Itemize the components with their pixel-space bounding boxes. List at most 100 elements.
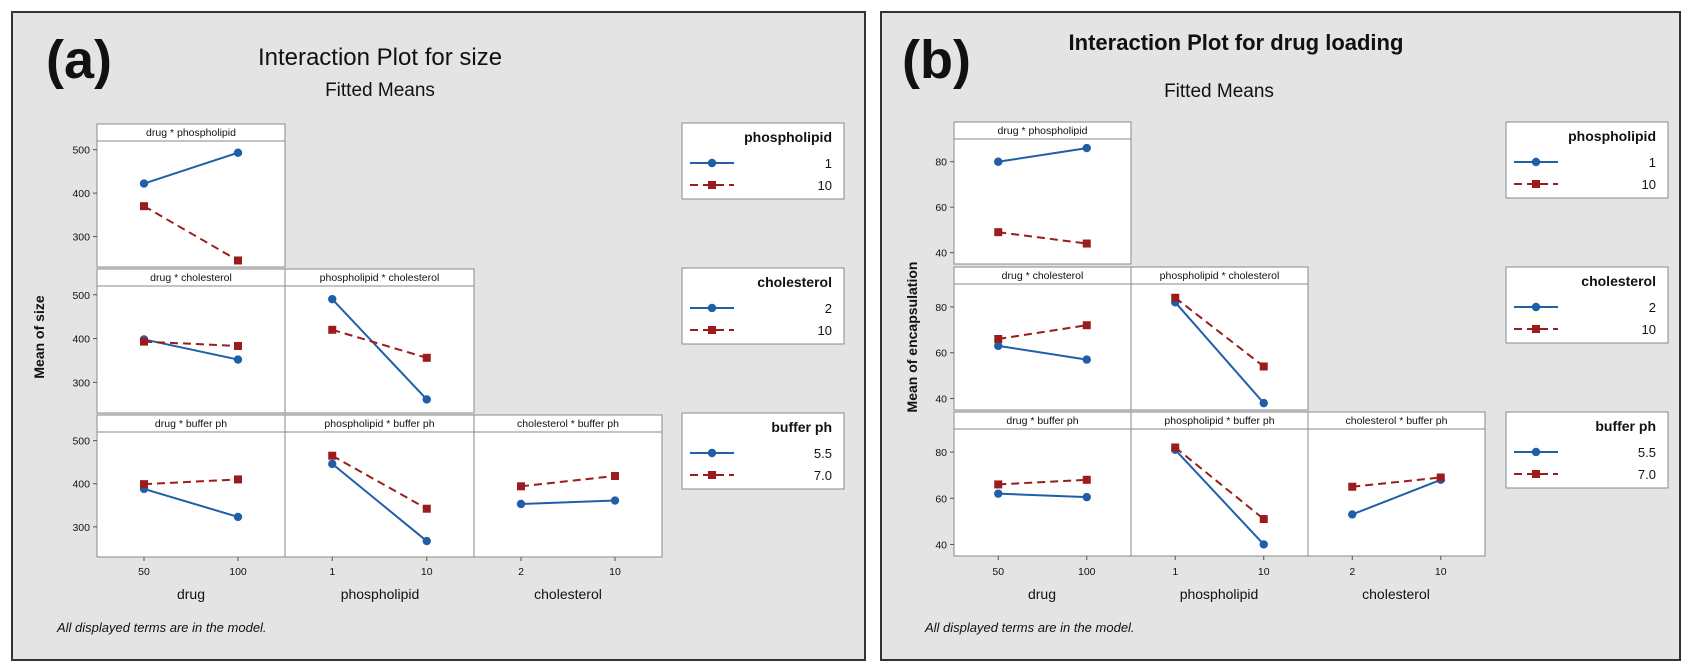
y-tick-label: 80 xyxy=(935,447,947,459)
series-point-2 xyxy=(422,504,431,513)
legend-title: phospholipid xyxy=(1568,128,1656,144)
series-point-2 xyxy=(140,337,148,346)
legend-cholesterol: cholesterol 2 10 xyxy=(681,267,845,345)
cell-title: drug * buffer ph xyxy=(1006,415,1078,427)
series-point-2 xyxy=(328,325,337,334)
legend-marker-square xyxy=(1532,325,1540,333)
cell-title: drug * phospholipid xyxy=(998,125,1088,137)
series-line-1 xyxy=(998,492,1087,499)
y-tick-label: 400 xyxy=(72,479,90,491)
chart-title: Interaction Plot for drug loading xyxy=(1069,30,1404,55)
legend-marker-square xyxy=(708,181,716,189)
y-tick-label: 500 xyxy=(72,290,90,302)
legend-phospholipid: phospholipid 1 10 xyxy=(681,122,845,200)
cell-title: phospholipid * buffer ph xyxy=(324,418,434,430)
chart-panel-b: (b) Interaction Plot for drug loading Fitt… xyxy=(880,11,1681,661)
legend-entry-label: 10 xyxy=(1642,322,1656,337)
legend-entry-label: 5.5 xyxy=(1638,445,1656,460)
legend-marker-circle xyxy=(707,448,717,458)
series-point-1 xyxy=(422,395,431,404)
series-line-2 xyxy=(143,478,239,486)
series-point-1 xyxy=(1082,492,1091,502)
legend-title: cholesterol xyxy=(1581,273,1656,289)
interaction-cell: phospholipid * cholesterol xyxy=(284,268,475,414)
series-point-2 xyxy=(1259,515,1268,524)
series-line-1 xyxy=(1174,449,1265,546)
chart-subtitle: Fitted Means xyxy=(325,80,435,101)
series-line-2 xyxy=(1352,476,1441,488)
y-tick-label: 400 xyxy=(72,334,90,346)
cell-plot-area xyxy=(1307,428,1486,557)
series-point-1 xyxy=(328,459,337,469)
series-line-2 xyxy=(331,454,428,510)
series-point-1 xyxy=(233,512,243,522)
series-point-2 xyxy=(1082,475,1091,484)
y-tick-label: 300 xyxy=(72,232,90,244)
cell-title: phospholipid * cholesterol xyxy=(1160,270,1280,282)
legend-entry-label: 1 xyxy=(1649,155,1656,170)
legend-marker-circle xyxy=(707,303,717,313)
x-factor-name: drug xyxy=(1028,586,1056,602)
series-line-1 xyxy=(331,463,428,542)
series-point-1 xyxy=(1259,398,1268,408)
cell-title: cholesterol * buffer ph xyxy=(517,418,619,430)
cell-title: phospholipid * cholesterol xyxy=(320,272,440,284)
x-tick-label: 10 xyxy=(421,566,433,578)
chart-title: Interaction Plot for size xyxy=(258,44,502,71)
x-factor-name: cholesterol xyxy=(534,586,602,602)
cell-plot-area xyxy=(284,431,475,558)
x-factor-name: drug xyxy=(177,586,205,602)
cell-title: cholesterol * buffer ph xyxy=(1346,415,1448,427)
series-point-2 xyxy=(1348,482,1357,491)
series-point-1 xyxy=(1082,143,1091,153)
series-line-2 xyxy=(143,340,239,347)
series-point-2 xyxy=(234,341,242,350)
series-line-2 xyxy=(998,231,1087,245)
legend-entry-label: 10 xyxy=(818,178,832,193)
cell-plot-area xyxy=(953,138,1132,265)
series-line-1 xyxy=(998,344,1087,361)
series-point-1 xyxy=(1348,510,1357,519)
legend-marker-circle xyxy=(1531,447,1541,457)
cell-plot-area xyxy=(953,428,1132,557)
series-line-2 xyxy=(520,474,616,488)
series-point-2 xyxy=(1082,239,1091,248)
series-line-2 xyxy=(998,324,1087,340)
series-point-2 xyxy=(234,256,242,265)
legend-title: buffer ph xyxy=(771,419,832,435)
cell-plot-area xyxy=(473,431,663,558)
series-line-1 xyxy=(143,487,239,518)
legend-entry-label: 2 xyxy=(1649,300,1656,315)
x-tick-label: 1 xyxy=(329,566,335,578)
x-tick-label: 10 xyxy=(1258,566,1270,578)
series-point-2 xyxy=(140,480,148,489)
panel-label: (a) xyxy=(46,30,112,90)
series-point-2 xyxy=(1436,473,1445,482)
series-point-1 xyxy=(994,489,1003,498)
x-tick-label: 50 xyxy=(992,566,1004,578)
y-axis-label: Mean of size xyxy=(31,295,47,378)
cell-plot-area xyxy=(1130,283,1309,411)
x-tick-label: 10 xyxy=(609,566,621,578)
series-line-2 xyxy=(143,205,239,262)
series-point-2 xyxy=(1259,362,1268,371)
y-tick-label: 60 xyxy=(935,202,947,214)
legend-marker-circle xyxy=(707,158,717,168)
interaction-cell: drug * buffer ph 40 60 80 xyxy=(935,411,1132,557)
cell-title: drug * cholesterol xyxy=(1002,270,1084,282)
x-factor-name: phospholipid xyxy=(1180,586,1259,602)
series-point-2 xyxy=(140,202,148,211)
y-tick-label: 60 xyxy=(935,348,947,360)
series-point-2 xyxy=(994,228,1003,237)
legend-title: cholesterol xyxy=(757,274,832,290)
series-line-1 xyxy=(520,499,616,505)
y-tick-label: 400 xyxy=(72,188,90,200)
x-tick-label: 100 xyxy=(1078,566,1096,578)
chart-subtitle: Fitted Means xyxy=(1164,81,1274,102)
footnote: All displayed terms are in the model. xyxy=(56,620,267,635)
x-tick-label: 1 xyxy=(1172,566,1178,578)
footnote: All displayed terms are in the model. xyxy=(924,620,1135,635)
series-line-1 xyxy=(331,298,428,401)
legend-entry-label: 10 xyxy=(1642,177,1656,192)
